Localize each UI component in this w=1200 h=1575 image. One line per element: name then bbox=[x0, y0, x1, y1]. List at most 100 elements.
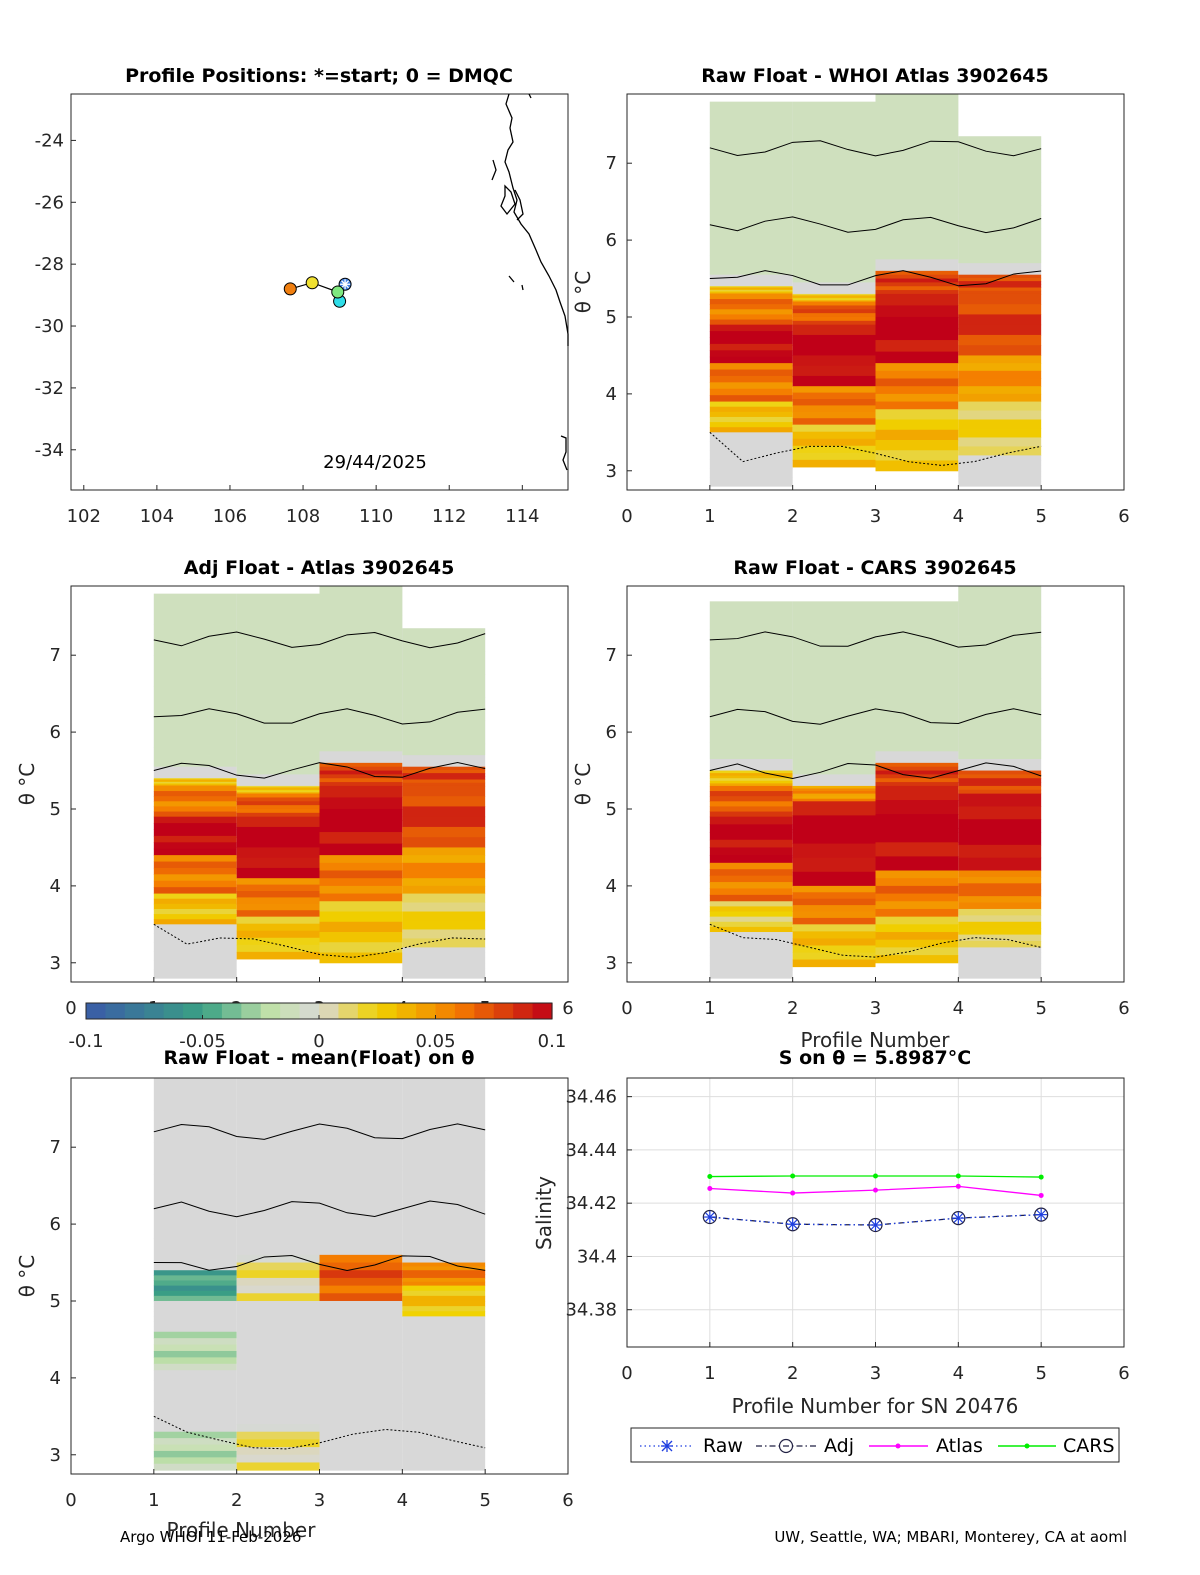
heat-cell bbox=[153, 829, 237, 837]
heat-cell bbox=[402, 773, 486, 777]
ytick-label: 5 bbox=[606, 307, 617, 328]
heat-cell bbox=[402, 1285, 486, 1292]
heat-cell bbox=[792, 857, 876, 873]
colorbar-segment bbox=[416, 1003, 437, 1019]
heat-cell bbox=[792, 438, 876, 447]
heat-cell bbox=[958, 962, 1042, 969]
heat-cell bbox=[319, 1308, 403, 1314]
heat-cell bbox=[709, 288, 793, 291]
footer-left: Argo WHOI 11-Feb-2026 bbox=[120, 1528, 301, 1546]
heat-cell bbox=[958, 586, 1042, 760]
heat-cell bbox=[236, 793, 320, 798]
xtick-label: 6 bbox=[562, 998, 573, 1019]
xtick-label: 3 bbox=[870, 998, 881, 1019]
heat-cell bbox=[792, 375, 876, 387]
heat-cell bbox=[709, 882, 793, 889]
colorbar-segment bbox=[377, 1003, 398, 1019]
profile-column bbox=[236, 1078, 320, 1471]
heat-cell bbox=[709, 932, 793, 941]
heat-cell bbox=[236, 1439, 320, 1448]
ytick-label: 6 bbox=[606, 722, 617, 743]
profile-column bbox=[792, 601, 876, 968]
heat-cell bbox=[319, 1453, 403, 1471]
heat-cell bbox=[792, 452, 876, 461]
heat-cell bbox=[709, 477, 793, 487]
salinity-ytick-label: 34.44 bbox=[565, 1140, 617, 1161]
heat-cell bbox=[875, 766, 959, 772]
heat-cell bbox=[709, 422, 793, 428]
colorbar-segment bbox=[124, 1003, 145, 1019]
heat-cell bbox=[236, 1078, 320, 1108]
heat-cell bbox=[236, 593, 320, 775]
ytick-label: 3 bbox=[50, 953, 61, 974]
salinity-xtick-label: 4 bbox=[953, 1363, 964, 1384]
heat-cell bbox=[709, 350, 793, 358]
heat-cell bbox=[958, 778, 1042, 783]
salinity-ytick-label: 34.38 bbox=[565, 1300, 617, 1321]
heat-cell bbox=[236, 1431, 320, 1440]
heat-cell bbox=[153, 1350, 237, 1358]
map-ytick-label: -28 bbox=[35, 254, 64, 275]
heat-cell bbox=[319, 1262, 403, 1271]
heat-cell bbox=[958, 952, 1042, 959]
heat-cell bbox=[402, 1290, 486, 1297]
profile-column bbox=[875, 94, 959, 472]
contour-line bbox=[709, 762, 1042, 780]
heat-cell bbox=[319, 1107, 403, 1138]
heat-cell bbox=[958, 386, 1042, 395]
heat-cell bbox=[319, 1270, 403, 1279]
heat-cell bbox=[153, 933, 237, 943]
heat-cell bbox=[319, 1136, 403, 1167]
heat-cell bbox=[875, 800, 959, 815]
heat-cell bbox=[153, 880, 237, 888]
data-point-atlas bbox=[873, 1187, 878, 1193]
salinity-ytick-label: 34.42 bbox=[565, 1193, 617, 1214]
heat-cell bbox=[402, 837, 486, 848]
map-xtick-label: 110 bbox=[359, 506, 393, 527]
contour-line bbox=[153, 1123, 486, 1140]
heat-cell bbox=[319, 797, 403, 810]
heat-cell bbox=[958, 793, 1042, 807]
heat-cell bbox=[709, 778, 793, 782]
heat-cell bbox=[319, 1420, 403, 1438]
heat-cell bbox=[153, 898, 237, 905]
heat-cell bbox=[319, 1347, 403, 1356]
xtick-label: 4 bbox=[953, 998, 964, 1019]
heat-cell bbox=[236, 837, 320, 848]
heat-cell bbox=[319, 1300, 403, 1306]
panel-title: Raw Float - CARS 3902645 bbox=[733, 557, 1016, 579]
heat-cell bbox=[153, 1174, 237, 1207]
heat-cell bbox=[153, 780, 237, 783]
heat-cell bbox=[709, 363, 793, 371]
heat-cell bbox=[319, 1362, 403, 1371]
heat-cell bbox=[875, 782, 959, 787]
heat-cell bbox=[319, 1166, 403, 1197]
heat-cell bbox=[875, 370, 959, 380]
heat-cell bbox=[319, 820, 403, 833]
profile-column bbox=[153, 1078, 237, 1471]
heat-cell bbox=[958, 290, 1042, 295]
heat-cell bbox=[958, 287, 1042, 292]
heat-cell bbox=[875, 278, 959, 283]
heat-cell bbox=[153, 1078, 237, 1111]
salinity-ylabel: Salinity bbox=[532, 1176, 556, 1250]
profile-positions bbox=[283, 276, 352, 308]
data-point-cars bbox=[1038, 1174, 1044, 1180]
heat-cell bbox=[792, 898, 876, 906]
heat-cell bbox=[958, 293, 1042, 305]
heatmap-panel-adj-atlas: Adj Float - Atlas 3902645 012345634567θ … bbox=[15, 557, 574, 1019]
heat-cell bbox=[875, 814, 959, 829]
heat-cell bbox=[153, 1300, 237, 1307]
heat-cell bbox=[153, 785, 237, 792]
heat-cell bbox=[709, 299, 793, 305]
heat-cell bbox=[709, 955, 793, 964]
heat-cell bbox=[709, 775, 793, 779]
contour-line bbox=[153, 631, 486, 649]
heat-cell bbox=[319, 1277, 403, 1287]
heat-cell bbox=[709, 601, 793, 760]
heat-cell bbox=[709, 939, 793, 948]
salinity-xtick-label: 5 bbox=[1035, 1363, 1046, 1384]
heat-cell bbox=[709, 888, 793, 896]
heat-cell bbox=[792, 871, 876, 887]
colorbar-segment bbox=[454, 1003, 475, 1019]
